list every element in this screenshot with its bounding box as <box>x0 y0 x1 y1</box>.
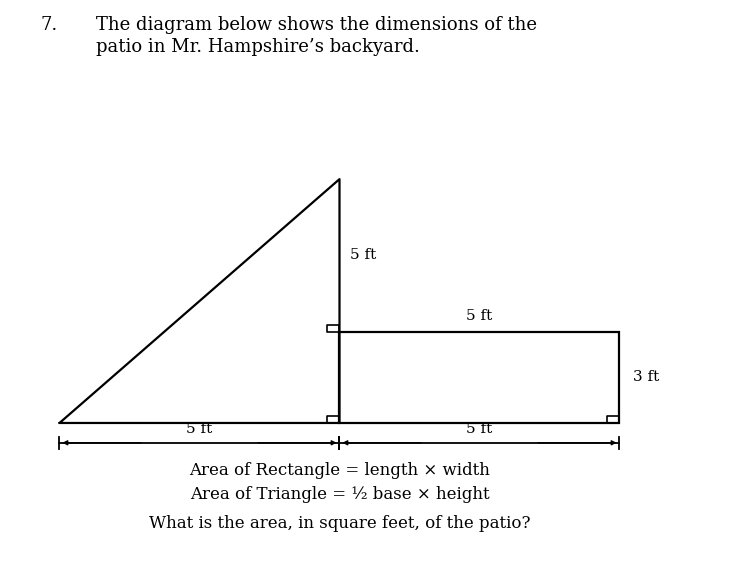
Text: Area of Triangle = ½ base × height: Area of Triangle = ½ base × height <box>190 486 490 503</box>
Text: The diagram below shows the dimensions of the: The diagram below shows the dimensions o… <box>96 16 537 34</box>
Text: 5 ft: 5 ft <box>187 422 212 436</box>
Text: 5 ft: 5 ft <box>467 309 492 323</box>
Bar <box>340 332 620 423</box>
Text: 3 ft: 3 ft <box>634 370 660 385</box>
Text: Area of Rectangle = length × width: Area of Rectangle = length × width <box>189 462 490 478</box>
Text: 5 ft: 5 ft <box>350 248 376 262</box>
Text: What is the area, in square feet, of the patio?: What is the area, in square feet, of the… <box>148 515 530 532</box>
Text: patio in Mr. Hampshire’s backyard.: patio in Mr. Hampshire’s backyard. <box>96 38 420 56</box>
Text: 7.: 7. <box>40 16 57 34</box>
Text: 5 ft: 5 ft <box>467 422 492 436</box>
